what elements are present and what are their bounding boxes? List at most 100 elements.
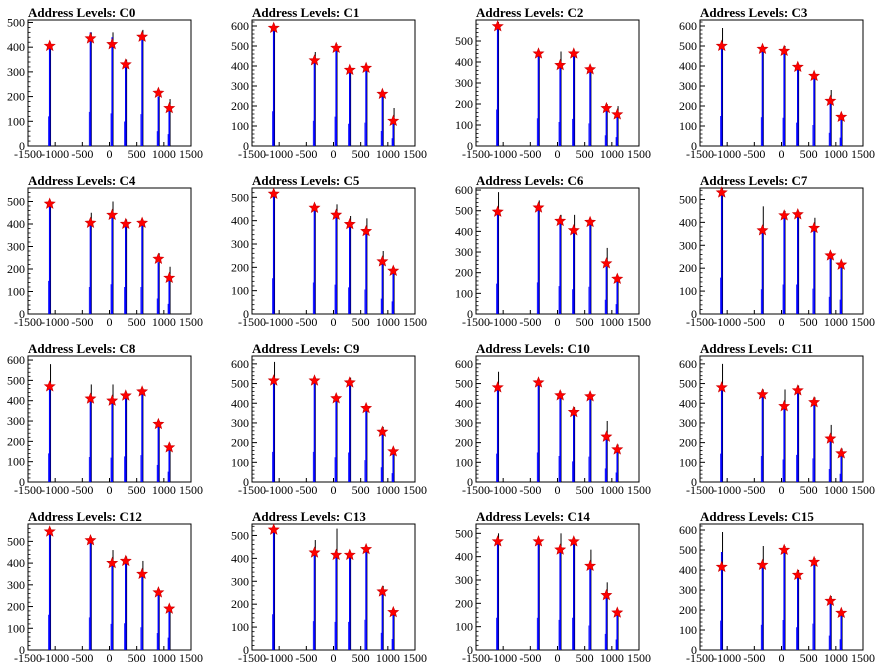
- chart-title: Address Levels: C12: [28, 509, 142, 524]
- x-tick-label: -500: [295, 651, 317, 665]
- y-tick-label: 200: [679, 261, 697, 275]
- x-tick-label: -1500: [14, 315, 42, 329]
- x-tick-label: 1000: [824, 315, 848, 329]
- x-tick-label: 1000: [376, 483, 400, 497]
- x-tick-label: 0: [331, 147, 337, 161]
- y-tick-label: 200: [231, 436, 249, 450]
- peak-marker: [791, 60, 804, 73]
- x-tick-label: 500: [800, 651, 818, 665]
- y-tick-label: 200: [455, 596, 473, 610]
- peak-marker: [119, 389, 132, 401]
- x-tick-label: -1500: [238, 483, 266, 497]
- peak-marker: [715, 381, 728, 393]
- peak-marker: [152, 252, 165, 264]
- peak-marker: [532, 535, 545, 547]
- peak-marker: [343, 217, 356, 230]
- peak-marker: [106, 556, 119, 569]
- x-tick-label: -1000: [265, 651, 293, 665]
- y-tick-label: 200: [231, 99, 249, 113]
- peak-marker: [84, 32, 97, 44]
- x-tick-label: 1500: [179, 483, 203, 497]
- x-tick-label: 0: [107, 651, 113, 665]
- y-tick-label: 0: [691, 307, 697, 321]
- y-tick-label: 100: [231, 620, 249, 634]
- peak-marker: [267, 523, 280, 535]
- y-tick-label: 400: [7, 217, 25, 231]
- y-tick-label: 400: [679, 563, 697, 577]
- x-tick-label: -1000: [265, 147, 293, 161]
- x-tick-label: 0: [779, 483, 785, 497]
- y-tick-label: 100: [455, 620, 473, 634]
- x-tick-label: -1500: [14, 651, 42, 665]
- peak-marker: [824, 594, 837, 607]
- peak-marker: [308, 54, 321, 66]
- y-tick-label: 0: [467, 475, 473, 489]
- peak-marker: [611, 606, 624, 618]
- x-tick-label: 0: [331, 651, 337, 665]
- x-tick-label: 0: [555, 483, 561, 497]
- x-tick-label: 0: [331, 315, 337, 329]
- peak-marker: [791, 207, 804, 220]
- peak-marker: [756, 388, 769, 400]
- peak-marker: [267, 21, 280, 34]
- y-tick-label: 200: [7, 90, 25, 104]
- y-tick-label: 600: [7, 353, 25, 367]
- peak-marker: [387, 114, 400, 127]
- x-tick-label: -500: [519, 147, 541, 161]
- chart-panel-4: Address Levels: C40100200300400500-1500-…: [7, 173, 203, 329]
- peak-marker: [715, 186, 728, 198]
- x-tick-label: 0: [779, 147, 785, 161]
- peak-marker: [387, 264, 400, 276]
- chart-title: Address Levels: C13: [252, 509, 366, 524]
- peak-marker: [808, 69, 821, 82]
- plot-frame: [475, 523, 640, 651]
- x-tick-label: 500: [352, 147, 370, 161]
- plot-frame: [699, 187, 864, 315]
- peak-marker: [808, 555, 821, 568]
- chart-panel-6: Address Levels: C6 0 100 200 300 400 500 600 -15…: [455, 173, 651, 329]
- plot-frame: [251, 19, 416, 147]
- y-tick-label: 600: [679, 523, 697, 537]
- x-tick-label: -500: [743, 483, 765, 497]
- peak-marker: [611, 108, 624, 120]
- x-tick-label: -1500: [462, 651, 490, 665]
- y-tick-label: 400: [679, 59, 697, 73]
- peak-marker: [567, 535, 580, 547]
- peak-marker: [308, 546, 321, 558]
- x-tick-label: 1000: [152, 483, 176, 497]
- peak-marker: [360, 61, 373, 74]
- x-tick-label: 500: [128, 651, 146, 665]
- plot-frame: [475, 355, 640, 483]
- y-tick-label: 200: [7, 600, 25, 614]
- y-tick-label: 500: [455, 204, 473, 218]
- y-tick-label: 200: [679, 99, 697, 113]
- peak-marker: [600, 257, 613, 269]
- x-tick-label: 500: [128, 147, 146, 161]
- peak-marker: [119, 217, 132, 230]
- x-tick-label: -500: [295, 147, 317, 161]
- peak-marker: [106, 208, 119, 221]
- y-tick-label: 300: [679, 238, 697, 252]
- plot-frame: [251, 355, 416, 483]
- peak-marker: [376, 585, 389, 597]
- x-tick-label: 1500: [627, 651, 651, 665]
- y-tick-label: 100: [679, 119, 697, 133]
- x-tick-label: 500: [576, 483, 594, 497]
- x-tick-label: 1500: [179, 147, 203, 161]
- y-tick-label: 200: [7, 434, 25, 448]
- peak-marker: [376, 425, 389, 437]
- y-tick-label: 300: [679, 583, 697, 597]
- peak-marker: [778, 399, 791, 412]
- peak-marker: [567, 405, 580, 418]
- y-tick-label: 500: [679, 39, 697, 53]
- plot-frame: [27, 355, 192, 483]
- y-tick-label: 0: [467, 139, 473, 153]
- x-tick-label: -1500: [238, 147, 266, 161]
- chart-title: Address Levels: C8: [28, 341, 136, 356]
- x-tick-label: -1500: [686, 315, 714, 329]
- x-tick-label: -1500: [14, 147, 42, 161]
- x-tick-label: 1500: [627, 483, 651, 497]
- y-tick-label: 0: [243, 643, 249, 657]
- x-tick-label: -1000: [713, 651, 741, 665]
- x-tick-label: 500: [800, 315, 818, 329]
